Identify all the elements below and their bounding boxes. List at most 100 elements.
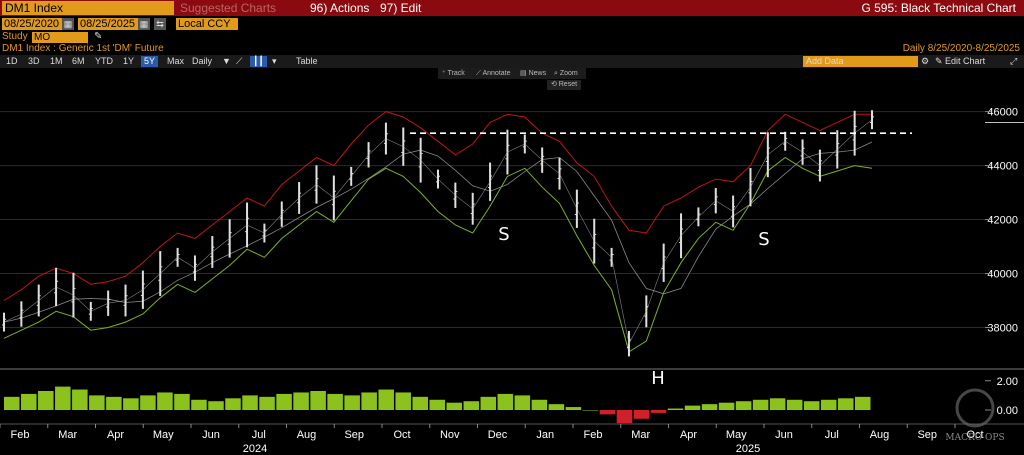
upper-band-line [3, 111, 872, 301]
track-label: Track [447, 70, 465, 77]
range-6m[interactable]: 6M [72, 56, 85, 66]
end-date-field[interactable]: 08/25/2025 [78, 18, 138, 30]
gear-icon[interactable]: ⚙ [921, 56, 930, 66]
histogram-bar [565, 407, 582, 410]
range-max[interactable]: Max [167, 56, 185, 66]
track-tool[interactable]: ⁺ Track [442, 70, 465, 77]
dropdown-icon[interactable]: ▼ [222, 56, 231, 66]
range-5y[interactable]: 5Y [141, 56, 159, 67]
histogram-bar [820, 399, 837, 410]
x-tick-label: Feb [11, 429, 30, 441]
zoom-label: Zoom [559, 70, 578, 77]
news-tool[interactable]: ▤ News [520, 70, 547, 77]
x-tick-label: Jun [202, 429, 220, 441]
histogram-bar [242, 395, 258, 410]
histogram-bar [769, 398, 786, 410]
zoom-tool[interactable]: ⌕ Zoom [554, 70, 578, 77]
suggested-charts-button[interactable]: Suggested Charts [180, 1, 277, 15]
y-tick-label: 38000 [987, 323, 1018, 335]
annotate-tool[interactable]: ⟋ Annotate [476, 70, 511, 77]
ticker-input[interactable]: DM1 Index [2, 1, 174, 15]
histogram-bar [140, 395, 156, 410]
histogram-bar [650, 410, 667, 413]
news-label: News [528, 70, 547, 77]
x-tick-label: Aug [870, 429, 890, 441]
histogram-panel [4, 386, 871, 424]
histogram-bar [752, 399, 769, 410]
histogram-bar [667, 408, 684, 410]
y-tick-label: 40000 [987, 269, 1018, 281]
line-chart-icon[interactable]: ⟋ [236, 56, 243, 66]
histogram-bar [497, 393, 514, 410]
histogram-bar [123, 398, 139, 410]
histogram-bar [446, 402, 463, 410]
histogram-bar [225, 398, 241, 410]
top-bar: DM1 Index Suggested Charts 96) Actions 9… [0, 0, 1024, 16]
watermark-logo [955, 388, 995, 428]
actions-menu[interactable]: 96) Actions [310, 1, 370, 15]
x-tick-label: Jul [825, 429, 839, 441]
x-tick-label: Apr [680, 429, 697, 441]
histogram-bar [616, 410, 633, 424]
year-label: 2025 [736, 443, 760, 455]
x-tick-label: Oct [966, 429, 983, 441]
bar-chart-icon[interactable]: ┃┃ [250, 56, 267, 67]
y-tick-label: 46000 [987, 107, 1018, 119]
histogram-bar [429, 399, 446, 410]
calendar-icon[interactable]: ▦ [62, 18, 74, 30]
x-tick-label: May [153, 429, 174, 441]
histogram-bar [191, 399, 207, 410]
start-date-field[interactable]: 08/25/2020 [2, 18, 62, 30]
histogram-bar [4, 396, 20, 410]
price-line [3, 119, 873, 345]
histogram-bar [106, 396, 122, 410]
right-shoulder-label: S [758, 229, 769, 250]
table-button[interactable]: Table [296, 56, 318, 66]
dropdown-icon[interactable]: ▾ [272, 56, 277, 66]
x-tick-label: Oct [393, 429, 410, 441]
calendar-icon[interactable]: ▦ [138, 18, 150, 30]
main-panel [2, 110, 912, 357]
compare-icon[interactable]: ⇆ [154, 18, 166, 30]
x-tick-label: Feb [584, 429, 603, 441]
edit-menu[interactable]: 97) Edit [380, 1, 422, 15]
histogram-bar [344, 395, 360, 410]
moving-average-line [3, 141, 873, 323]
histogram-bar [701, 404, 718, 410]
watermark-text: MACRO OPS [945, 433, 1004, 443]
x-tick-label: Mar [58, 429, 77, 441]
annotations: S H S MACRO OPS [498, 224, 1004, 443]
axes: 38000 40000 42000 44000 46000 2.00 0.00 Feb Mar A… [0, 107, 1024, 455]
histogram-bar [854, 396, 871, 410]
range-3d[interactable]: 3D [28, 56, 40, 66]
currency-select[interactable]: Local CCY [176, 18, 238, 30]
reset-button[interactable]: ⟲ Reset [547, 80, 581, 90]
y-tick-label: 42000 [987, 215, 1018, 227]
histogram-bar [38, 391, 54, 410]
range-1d[interactable]: 1D [6, 56, 18, 66]
add-data-input[interactable]: Add Data [803, 56, 918, 67]
histogram-bar [327, 393, 343, 410]
frequency-select[interactable]: Daily [192, 56, 213, 66]
study-select[interactable]: MO SQN.V2 [32, 32, 88, 54]
histogram-bar [412, 396, 428, 410]
range-1m[interactable]: 1M [50, 56, 63, 66]
security-description: DM1 Index : Generic 1st 'DM' Future [2, 43, 164, 54]
histogram-bar [599, 410, 616, 415]
histogram-bar [514, 395, 531, 410]
x-tick-label: Jun [775, 429, 793, 441]
range-1y[interactable]: 1Y [123, 56, 135, 66]
chart-tools: ⁺ Track ⟋ Annotate ▤ News ⌕ Zoom [438, 68, 586, 79]
x-tick-label: Dec [488, 429, 508, 441]
pencil-icon[interactable]: ✎ [94, 31, 103, 42]
x-tick-label: Jul [252, 429, 266, 441]
histogram-bar [395, 392, 411, 410]
grid [0, 111, 1024, 425]
expand-icon[interactable]: ⤢ [1010, 56, 1018, 66]
histogram-bar [684, 405, 701, 410]
head-label: H [651, 368, 665, 389]
histogram-bar [837, 398, 854, 410]
edit-chart-button[interactable]: ✎ Edit Chart [935, 56, 986, 66]
range-ytd[interactable]: YTD [95, 56, 113, 66]
